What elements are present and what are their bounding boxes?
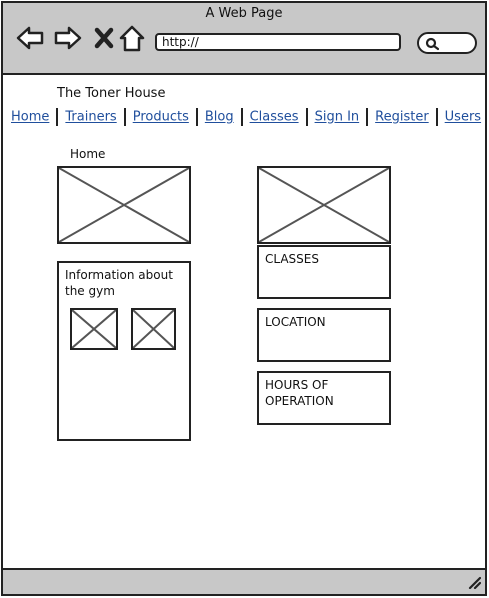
classes-panel[interactable]: CLASSES [257, 245, 391, 299]
image-placeholder-icon [72, 310, 116, 348]
side-image-placeholder [257, 166, 391, 244]
nav-link-blog[interactable]: Blog [204, 109, 234, 125]
hours-panel-label: HOURS OF OPERATION [265, 377, 334, 409]
gym-info-panel: Information about the gym [57, 261, 191, 441]
nav-divider [123, 108, 126, 126]
forward-arrow-icon[interactable] [53, 23, 83, 53]
nav-divider [195, 108, 198, 126]
hours-label-line: OPERATION [265, 394, 334, 408]
status-bar [3, 568, 485, 594]
gym-photo-placeholder [131, 308, 176, 350]
hero-image-placeholder [57, 166, 191, 244]
hours-panel[interactable]: HOURS OF OPERATION [257, 371, 391, 425]
nav-divider [305, 108, 308, 126]
nav-divider [366, 108, 369, 126]
classes-panel-label: CLASSES [265, 252, 319, 266]
nav-link-products[interactable]: Products [132, 109, 189, 125]
nav-link-home[interactable]: Home [11, 109, 50, 125]
resize-handle-icon[interactable] [467, 575, 481, 589]
browser-toolbar: A Web Page http:// [3, 3, 485, 75]
window-title: A Web Page [205, 6, 283, 21]
image-placeholder-icon [59, 168, 189, 242]
search-field[interactable] [417, 32, 477, 54]
gym-info-text: Information about the gym [65, 267, 173, 299]
location-panel-label: LOCATION [265, 315, 326, 329]
search-icon [425, 37, 439, 51]
gym-info-line: the gym [65, 284, 115, 298]
location-panel[interactable]: LOCATION [257, 308, 391, 362]
home-icon[interactable] [117, 23, 147, 53]
nav-link-classes[interactable]: Classes [249, 109, 299, 125]
hours-label-line: HOURS OF [265, 378, 329, 392]
back-arrow-icon[interactable] [15, 23, 45, 53]
page-content: The Toner House Home Trainers Products Blog… [3, 75, 485, 570]
nav-link-trainers[interactable]: Trainers [65, 109, 117, 125]
nav-divider [240, 108, 243, 126]
stop-x-icon[interactable] [91, 23, 121, 53]
nav-link-sign-in[interactable]: Sign In [314, 109, 360, 125]
address-bar[interactable]: http:// [155, 33, 401, 51]
nav-divider [56, 108, 59, 126]
nav-divider [435, 108, 438, 126]
gym-photo-placeholder [70, 308, 118, 350]
nav-bar: Home Trainers Products Blog Classes Sign In Re… [11, 108, 481, 126]
image-placeholder-icon [259, 168, 389, 242]
breadcrumb: Home [70, 147, 106, 161]
nav-link-register[interactable]: Register [375, 109, 429, 125]
gym-info-line: Information about [65, 268, 173, 282]
site-title: The Toner House [57, 86, 166, 101]
nav-link-users[interactable]: Users [444, 109, 482, 125]
image-placeholder-icon [133, 310, 174, 348]
